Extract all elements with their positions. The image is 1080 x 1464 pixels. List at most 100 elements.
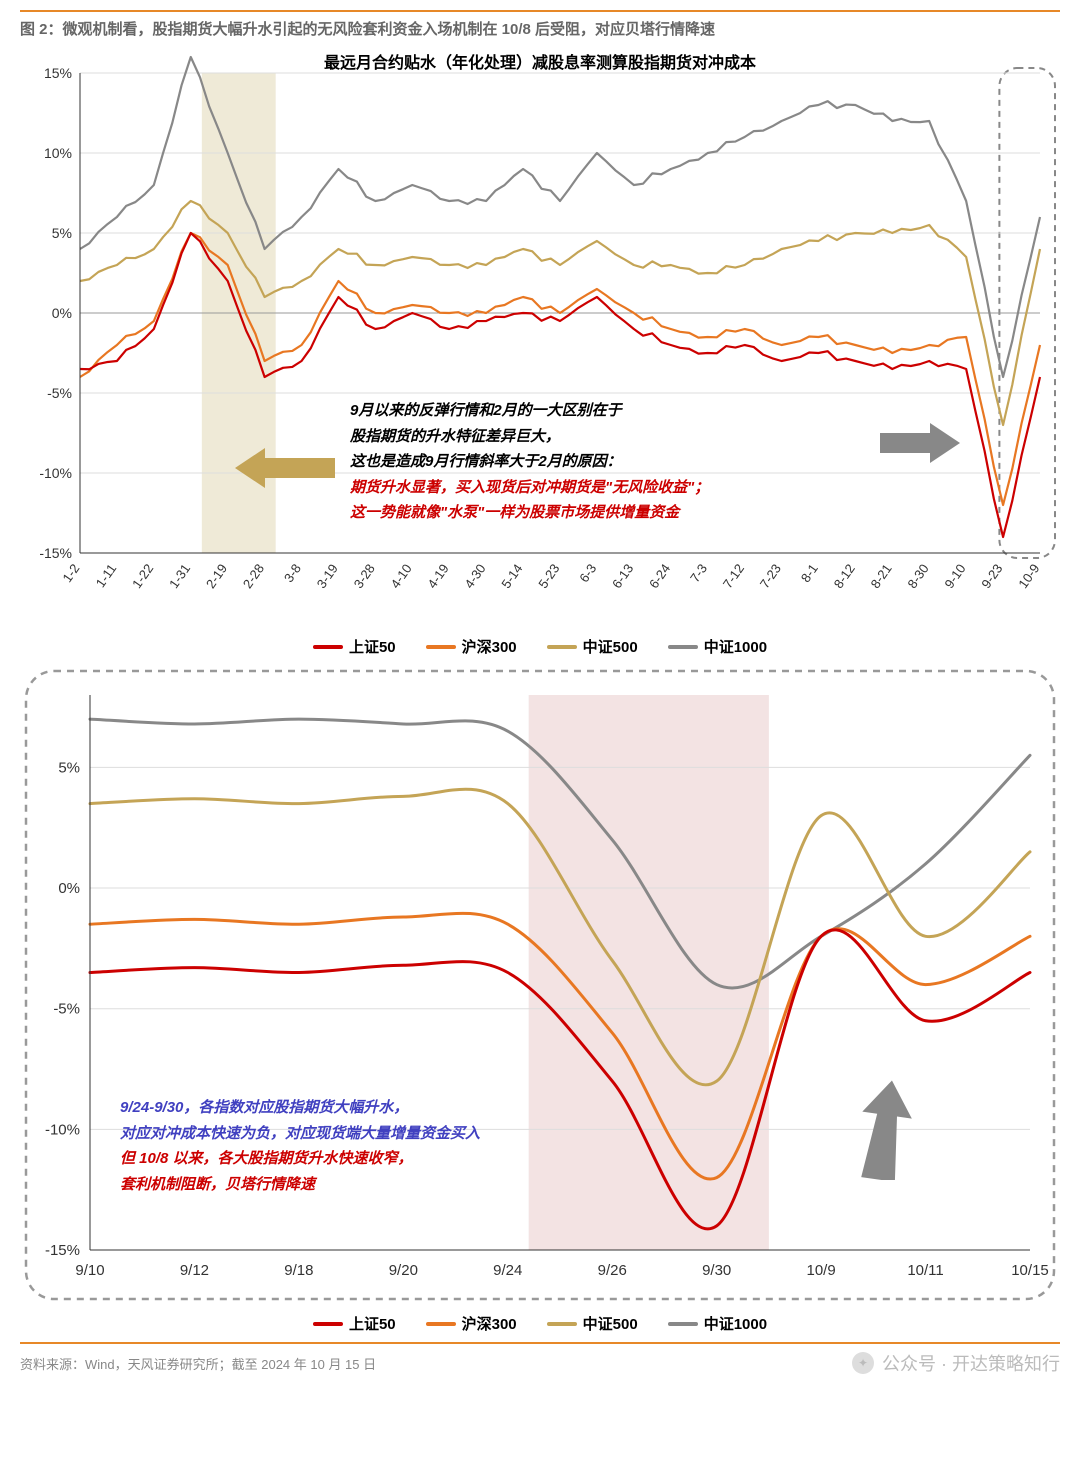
chart2-annotation: 9/24-9/30，各指数对应股指期货大幅升水， 对应对冲成本快速为负，对应现货… [120,1095,480,1197]
svg-text:3-28: 3-28 [351,561,378,591]
legend-item: 中证1000 [668,1313,767,1334]
svg-text:9/30: 9/30 [702,1262,731,1279]
svg-text:8-21: 8-21 [868,561,895,591]
chart2-arrow-up [850,1080,920,1180]
caption-text: 图 2：微观机制看，股指期货大幅升水引起的无风险套利资金入场机制在 10/8 后… [20,21,715,38]
chart1-area: 最远月合约贴水（年化处理）减股息率测算股指期货对冲成本 -15% -10% -5% 0… [20,43,1060,628]
svg-text:-10%: -10% [45,1121,80,1138]
svg-text:8-30: 8-30 [904,561,931,591]
source-text: 资料来源：Wind，天风证券研究所；截至 2024 年 10 月 15 日 [20,1354,376,1373]
ann1-l3: 这也是造成9月行情斜率大于2月的原因： [350,449,709,475]
svg-text:9/20: 9/20 [389,1262,418,1279]
legend-swatch [426,645,456,649]
svg-text:10%: 10% [44,145,72,161]
chart1-arrow-right [880,413,960,473]
svg-text:5%: 5% [58,759,80,776]
ann1-l1: 9月以来的反弹行情和2月的一大区别在于 [350,398,709,424]
ann2-l4: 套利机制阻断，贝塔行情降速 [120,1172,480,1198]
legend-swatch [426,1322,456,1326]
legend-item: 上证50 [313,636,396,657]
watermark-text: 公众号 · 开达策略知行 [882,1350,1060,1376]
legend-item: 中证1000 [668,636,767,657]
legend-item: 沪深300 [426,1313,517,1334]
svg-text:8-12: 8-12 [831,561,858,591]
svg-text:5-23: 5-23 [535,561,562,591]
legend1: 上证50 沪深300 中证500 中证1000 [20,636,1060,657]
footer: 资料来源：Wind，天风证券研究所；截至 2024 年 10 月 15 日 ✦ … [20,1342,1060,1382]
legend-label: 沪深300 [462,636,517,657]
figure-caption: 图 2：微观机制看，股指期货大幅升水引起的无风险套利资金入场机制在 10/8 后… [20,10,1060,43]
svg-text:10/15: 10/15 [1011,1262,1049,1279]
svg-text:-15%: -15% [45,1242,80,1259]
svg-text:-5%: -5% [53,1001,80,1018]
svg-text:4-10: 4-10 [388,561,415,591]
ann1-l5: 这一势能就像"水泵"一样为股票市场提供增量资金 [350,500,709,526]
legend-item: 沪深300 [426,636,517,657]
legend2: 上证50 沪深300 中证500 中证1000 [20,1313,1060,1334]
chart2-area: -15% -10% -5% 0% 5% 9/10 9/12 9/18 9/20 9/24 9/26 9… [20,665,1060,1305]
legend-swatch [547,645,577,649]
svg-text:9-10: 9-10 [941,561,968,591]
legend-label: 上证50 [349,1313,396,1334]
svg-text:9/24: 9/24 [493,1262,522,1279]
svg-text:9/18: 9/18 [284,1262,313,1279]
ann1-l4: 期货升水显著，买入现货后对冲期货是"无风险收益"； [350,475,709,501]
svg-text:1-11: 1-11 [93,561,120,590]
svg-text:8-1: 8-1 [798,561,821,585]
svg-text:0%: 0% [52,305,72,321]
svg-text:1-31: 1-31 [166,561,193,591]
svg-text:5%: 5% [52,225,72,241]
svg-text:5-14: 5-14 [498,561,525,591]
svg-text:6-3: 6-3 [576,561,599,585]
svg-text:9/26: 9/26 [598,1262,627,1279]
svg-text:7-23: 7-23 [757,561,784,591]
svg-text:0%: 0% [58,880,80,897]
ann2-l2: 对应对冲成本快速为负，对应现货端大量增量资金买入 [120,1121,480,1147]
svg-text:6-13: 6-13 [609,561,636,591]
svg-text:10-9: 10-9 [1015,561,1042,591]
ann2-l3: 但 10/8 以来，各大股指期货升水快速收窄， [120,1146,480,1172]
legend-swatch [668,1322,698,1326]
legend-swatch [313,645,343,649]
wechat-icon: ✦ [852,1352,874,1374]
svg-text:7-3: 7-3 [687,561,710,585]
svg-text:-5%: -5% [47,385,72,401]
svg-text:1-22: 1-22 [129,561,156,591]
legend-label: 中证500 [583,636,638,657]
legend-item: 上证50 [313,1313,396,1334]
legend-label: 中证500 [583,1313,638,1334]
legend-label: 沪深300 [462,1313,517,1334]
ann2-l1: 9/24-9/30，各指数对应股指期货大幅升水， [120,1095,480,1121]
watermark: ✦ 公众号 · 开达策略知行 [852,1350,1060,1376]
svg-text:15%: 15% [44,65,72,81]
svg-text:2-28: 2-28 [240,561,267,591]
svg-text:-15%: -15% [39,545,72,561]
chart1-annotation: 9月以来的反弹行情和2月的一大区别在于 股指期货的升水特征差异巨大， 这也是造成… [350,398,709,526]
chart2-svg: -15% -10% -5% 0% 5% 9/10 9/12 9/18 9/20 9/24 9/26 9… [20,665,1060,1305]
svg-text:9-23: 9-23 [978,561,1005,591]
svg-text:7-12: 7-12 [720,561,747,591]
svg-text:-10%: -10% [39,465,72,481]
chart1-arrow-left [235,438,335,498]
legend-swatch [668,645,698,649]
legend-label: 中证1000 [704,1313,767,1334]
svg-text:9/12: 9/12 [180,1262,209,1279]
chart1-title: 最远月合约贴水（年化处理）减股息率测算股指期货对冲成本 [324,49,756,73]
svg-text:2-19: 2-19 [203,561,230,591]
legend-swatch [313,1322,343,1326]
legend-label: 中证1000 [704,636,767,657]
legend-item: 中证500 [547,1313,638,1334]
svg-text:3-19: 3-19 [314,561,341,591]
svg-text:3-8: 3-8 [281,561,304,585]
svg-text:4-19: 4-19 [424,561,451,591]
svg-text:4-30: 4-30 [461,561,488,591]
legend-item: 中证500 [547,636,638,657]
svg-text:10/11: 10/11 [907,1262,943,1279]
legend-label: 上证50 [349,636,396,657]
chart1-svg: -15% -10% -5% 0% 5% 10% 15% 1-2 1-11 1-22 1-31 2-19… [20,43,1060,628]
svg-text:6-24: 6-24 [646,561,673,591]
svg-text:1-2: 1-2 [59,561,82,585]
ann1-l2: 股指期货的升水特征差异巨大， [350,424,709,450]
svg-text:9/10: 9/10 [75,1262,104,1279]
svg-text:10/9: 10/9 [807,1262,836,1279]
